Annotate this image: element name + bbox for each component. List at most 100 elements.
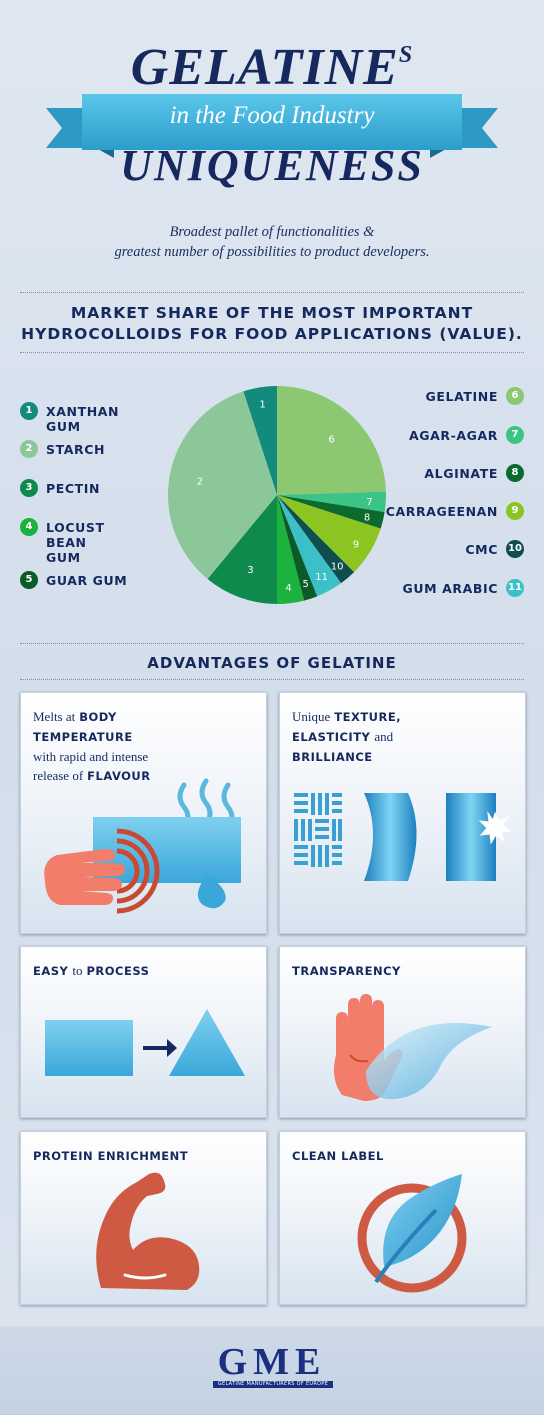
main-title: GELATINES: [0, 38, 544, 97]
advantages-heading: ADVANTAGES OF GELATINE: [147, 654, 397, 672]
pie-slice-label: 7: [366, 497, 372, 508]
card-protein: PROTEIN ENRICHMENT: [20, 1131, 267, 1305]
main-title-text: GELATINE: [130, 39, 399, 96]
legend-label: GUM ARABIC: [402, 581, 498, 596]
gme-logo: GME: [217, 1341, 327, 1383]
legend-badge: 8: [506, 464, 524, 482]
card-text-bold: BODY: [79, 710, 117, 724]
legend-label: XANTHAN GUM: [46, 404, 120, 434]
pie-slice-5: [277, 495, 318, 601]
pie-slice-label: 8: [364, 513, 370, 524]
market-share-heading-line1: MARKET SHARE OF THE MOST IMPORTANT: [70, 304, 474, 322]
card-text-bold: CLEAN LABEL: [292, 1149, 384, 1163]
market-share-heading-line2: HYDROCOLLOIDS FOR FOOD APPLICATIONS (VAL…: [21, 325, 523, 343]
legend-label: ALGINATE: [424, 466, 498, 481]
card-text-bold: PROTEIN ENRICHMENT: [33, 1149, 189, 1163]
card-text-bold: TEMPERATURE: [33, 730, 133, 744]
pie-slice-3: [207, 495, 277, 604]
card-melt: Melts at BODY TEMPERATURE with rapid and…: [20, 692, 267, 934]
card-text: with rapid and intense: [33, 749, 149, 764]
card-clean-label-text: CLEAN LABEL: [292, 1146, 384, 1166]
card-melt-text: Melts at BODY TEMPERATURE with rapid and…: [33, 707, 151, 786]
legend-label: STARCH: [46, 442, 106, 457]
legend-badge: 9: [506, 502, 524, 520]
card-text: and: [374, 729, 394, 744]
texture-elasticity-brilliance-icon: [294, 793, 512, 881]
pie-slice-9: [277, 495, 381, 573]
pie-slice-label: 5: [302, 579, 308, 590]
card-process: EASY to PROCESS: [20, 946, 267, 1118]
pie-slice-2: [168, 391, 277, 579]
card-text: release of: [33, 768, 84, 783]
card-text: Melts at: [33, 709, 76, 724]
pie-slice-7: [277, 491, 386, 513]
flexed-arm-icon: [96, 1172, 200, 1290]
card-text-bold: PROCESS: [86, 964, 150, 978]
tagline-line1: Broadest pallet of functionalities &: [169, 224, 375, 240]
pie-slice-6: [277, 386, 386, 495]
card-texture-text: Unique TEXTURE, ELASTICITY and BRILLIANC…: [292, 707, 401, 767]
tagline: Broadest pallet of functionalities & gre…: [0, 222, 544, 262]
card-text-bold: ELASTICITY: [292, 730, 371, 744]
legend-label: CMC: [465, 542, 498, 557]
legend-badge: 11: [506, 579, 524, 597]
card-process-text: EASY to PROCESS: [33, 961, 149, 981]
card-text-bold: FLAVOUR: [87, 769, 151, 783]
pie-slice-8: [277, 495, 385, 529]
card-text-bold: BRILLIANCE: [292, 750, 373, 764]
gme-logo-subtitle: GELATINE MANUFACTURERS OF EUROPE: [213, 1381, 333, 1388]
card-transparency-text: TRANSPARENCY: [292, 961, 401, 981]
pie-slice-label: 4: [285, 583, 291, 594]
card-texture: Unique TEXTURE, ELASTICITY and BRILLIANC…: [279, 692, 526, 934]
legend-label: GUAR GUM: [46, 573, 128, 588]
legend-badge: 4: [20, 518, 38, 536]
card-text: to: [72, 963, 83, 978]
hand-heat-icon: [44, 778, 241, 914]
legend-label: CARRAGEENAN: [385, 504, 498, 519]
pie-slice-label: 9: [353, 539, 359, 550]
legend-badge: 10: [506, 540, 524, 558]
legend-badge: 1: [20, 402, 38, 420]
pie-slice-label: 11: [315, 572, 328, 583]
legend-badge: 2: [20, 440, 38, 458]
pie-slice-label: 10: [331, 561, 344, 572]
card-text-bold: EASY: [33, 964, 69, 978]
footer: [0, 1326, 544, 1415]
market-share-heading: MARKET SHARE OF THE MOST IMPORTANT HYDRO…: [0, 303, 544, 345]
card-text-bold: TRANSPARENCY: [292, 964, 401, 978]
legend-badge: 5: [20, 571, 38, 589]
legend-label: LOCUST BEAN GUM: [46, 520, 105, 565]
pie-slice-label: 1: [259, 399, 265, 410]
divider: [20, 292, 524, 293]
legend-label: PECTIN: [46, 481, 101, 496]
hand-behind-film-icon: [334, 994, 492, 1101]
pie-slice-label: 3: [247, 565, 253, 576]
pie-slice-1: [243, 386, 277, 495]
divider: [20, 643, 524, 644]
ribbon-text: in the Food Industry: [169, 102, 375, 129]
tagline-line2: greatest number of possibilities to prod…: [114, 244, 430, 260]
legend-badge: 3: [20, 479, 38, 497]
card-protein-text: PROTEIN ENRICHMENT: [33, 1146, 188, 1166]
main-title-sup: S: [398, 42, 414, 68]
legend-label: GELATINE: [425, 389, 498, 404]
legend-label: AGAR-AGAR: [408, 428, 498, 443]
pie-slice-10: [277, 495, 355, 584]
card-text-bold: TEXTURE,: [334, 710, 402, 724]
card-text: Unique: [292, 709, 331, 724]
subtitle-uniqueness: UNIQUENESS: [120, 141, 424, 190]
leaf-circle-icon: [357, 1174, 467, 1293]
card-clean-label: CLEAN LABEL: [279, 1131, 526, 1305]
divider: [20, 352, 524, 353]
legend-badge: 7: [506, 426, 524, 444]
divider: [20, 679, 524, 680]
pie-slice-label: 6: [328, 435, 334, 446]
ribbon-banner: [46, 94, 498, 158]
pie-slice-4: [277, 495, 305, 604]
legend-badge: 6: [506, 387, 524, 405]
pie-slice-11: [277, 495, 342, 597]
pie-slice-label: 2: [197, 476, 203, 487]
square-to-triangle-icon: [45, 1009, 245, 1076]
card-transparency: TRANSPARENCY: [279, 946, 526, 1118]
